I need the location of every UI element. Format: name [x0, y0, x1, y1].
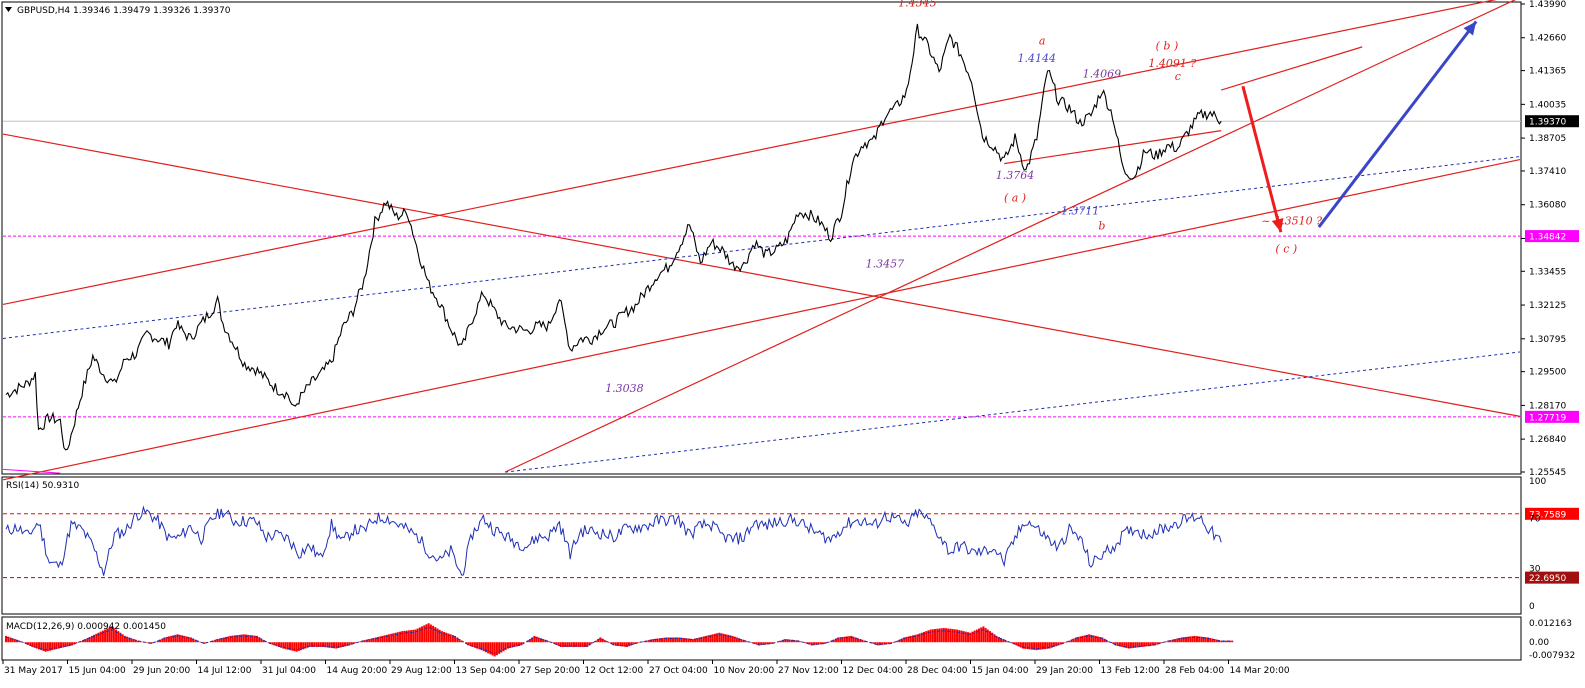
wave-label: 1.4144	[1018, 52, 1057, 65]
wave-label: b	[1098, 220, 1105, 233]
macd-tick-label: 0.012163	[1529, 619, 1572, 629]
price-tick-label: 1.37410	[1529, 167, 1566, 177]
price-tick-label: 1.29500	[1529, 368, 1566, 378]
time-tick-label: 28 Feb 04:00	[1165, 666, 1224, 676]
red-trend-line	[504, 0, 1516, 473]
magenta-line	[2, 468, 61, 474]
level-badge	[1525, 410, 1579, 423]
rsi-tick-label: 100	[1529, 477, 1546, 487]
time-tick-label: 12 Dec 04:00	[843, 666, 904, 676]
wave-annotations: 1.4345 a 1.4144 1.4069 ( b ) 1.4091 ?c 1.3764 (…	[605, 0, 1322, 395]
red-trend-line	[2, 0, 1497, 305]
blue-projection-arrow-shaft	[1317, 20, 1478, 228]
rsi-tick-label: 30	[1529, 565, 1541, 575]
time-tick-label: 14 Jul 12:00	[198, 666, 252, 676]
red-projection-arrow-head	[1271, 218, 1284, 233]
red-trend-line	[1221, 46, 1363, 91]
time-tick-label: 29 Jan 20:00	[1036, 666, 1093, 676]
macd-signal-line	[5, 626, 1233, 655]
price-tick-label: 1.28170	[1529, 401, 1566, 411]
rsi-level-label: 73.7589	[1529, 510, 1566, 520]
wave-label: 1.4091 ?	[1148, 57, 1196, 70]
level-badge	[1525, 115, 1579, 128]
red-trend-line	[2, 158, 1521, 481]
time-tick-label: 14 Aug 20:00	[327, 666, 388, 676]
wave-label: ( c )	[1275, 242, 1297, 255]
time-tick-label: 12 Oct 12:00	[585, 666, 644, 676]
time-tick-label: 31 Jul 04:00	[262, 666, 316, 676]
time-tick-label: 28 Dec 04:00	[907, 666, 968, 676]
wave-label: 1.3038	[605, 382, 644, 395]
level-badge-label: 1.39370	[1529, 118, 1566, 128]
red-trend-line	[1004, 130, 1222, 165]
price-tick-label: 1.30795	[1529, 335, 1566, 345]
macd-series: 0.012163 0.00 -0.007932	[5, 619, 1575, 661]
rsi-panel-frame	[1, 476, 1522, 615]
wave-label: 1.3764	[996, 169, 1035, 182]
level-badge-label: 1.34842	[1529, 233, 1566, 243]
time-tick-label: 29 Jun 20:00	[133, 666, 190, 676]
rsi-level-badge	[1525, 507, 1579, 520]
trend-lines	[2, 0, 1521, 481]
main-header: GBPUSD,H4 1.39346 1.39479 1.39326 1.3937…	[17, 6, 231, 16]
blue-projection-arrow-head	[1463, 21, 1477, 36]
price-tick-label: 1.38705	[1529, 134, 1566, 144]
time-tick-label: 15 Jan 04:00	[972, 666, 1029, 676]
price-tick-label: 1.36080	[1529, 201, 1566, 211]
wave-label: c	[1175, 70, 1181, 83]
rsi-level-badge	[1525, 571, 1579, 584]
wave-label: ~ 1.3510 ?	[1261, 214, 1322, 227]
rsi-tick-label: 0	[1529, 602, 1535, 612]
time-tick-label: 27 Oct 04:00	[649, 666, 708, 676]
time-tick-label: 10 Nov 20:00	[714, 666, 775, 676]
price-tick-label: 1.41365	[1529, 67, 1566, 77]
wave-label: ( b )	[1156, 39, 1179, 52]
rsi-series: 73.7589 22.6950 100 70 30 0	[3, 477, 1579, 612]
level-badge	[1525, 230, 1579, 243]
rsi-level-label: 22.6950	[1529, 574, 1566, 584]
wave-label: 1.4345	[898, 0, 937, 9]
macd-header: MACD(12,26,9) 0.000942 0.001450	[6, 622, 166, 632]
wave-label: 1.3711	[1061, 204, 1100, 217]
rsi-tick-label: 70	[1529, 515, 1541, 525]
rsi-line	[5, 505, 1222, 576]
price-tick-label: 1.40035	[1529, 100, 1566, 110]
main-panel-frame	[1, 1, 1522, 475]
time-tick-label: 13 Feb 12:00	[1101, 666, 1160, 676]
time-tick-label: 14 Mar 20:00	[1230, 666, 1290, 676]
price-series	[5, 23, 1222, 451]
price-tick-label: 1.25545	[1529, 468, 1566, 478]
rsi-header: RSI(14) 50.9310	[6, 481, 79, 491]
macd-tick-label: 0.00	[1529, 638, 1549, 648]
price-tick-label: 1.33455	[1529, 267, 1566, 277]
time-tick-label: 27 Sep 20:00	[520, 666, 580, 676]
axes: 1.43990 1.42660 1.41365 1.40035 1.38705 1.374…	[2, 0, 1579, 676]
wave-label: ( a )	[1004, 192, 1026, 205]
macd-tick-label: -0.007932	[1529, 651, 1575, 661]
red-projection-arrow-shaft	[1241, 85, 1283, 233]
time-tick-label: 13 Sep 04:00	[456, 666, 516, 676]
dropdown-triangle-icon[interactable]	[5, 7, 12, 12]
time-tick-label: 15 Jun 04:00	[69, 666, 126, 676]
price-tick-label: 1.43990	[1529, 0, 1566, 10]
price-tick-label: 1.32125	[1529, 301, 1566, 311]
price-line	[5, 23, 1222, 451]
time-tick-label: 31 May 2017	[4, 666, 63, 676]
time-tick-label: 29 Aug 12:00	[391, 666, 452, 676]
wave-label: a	[1039, 34, 1046, 47]
level-badge-label: 1.27719	[1529, 413, 1566, 423]
blue-channel-line	[505, 351, 1521, 473]
wave-label: 1.3457	[866, 258, 905, 271]
price-tick-label: 1.26840	[1529, 435, 1566, 445]
wave-label: 1.4069	[1083, 67, 1122, 80]
price-tick-label: 1.42660	[1529, 34, 1566, 44]
red-trend-line	[2, 133, 1521, 417]
time-tick-label: 27 Nov 12:00	[778, 666, 839, 676]
